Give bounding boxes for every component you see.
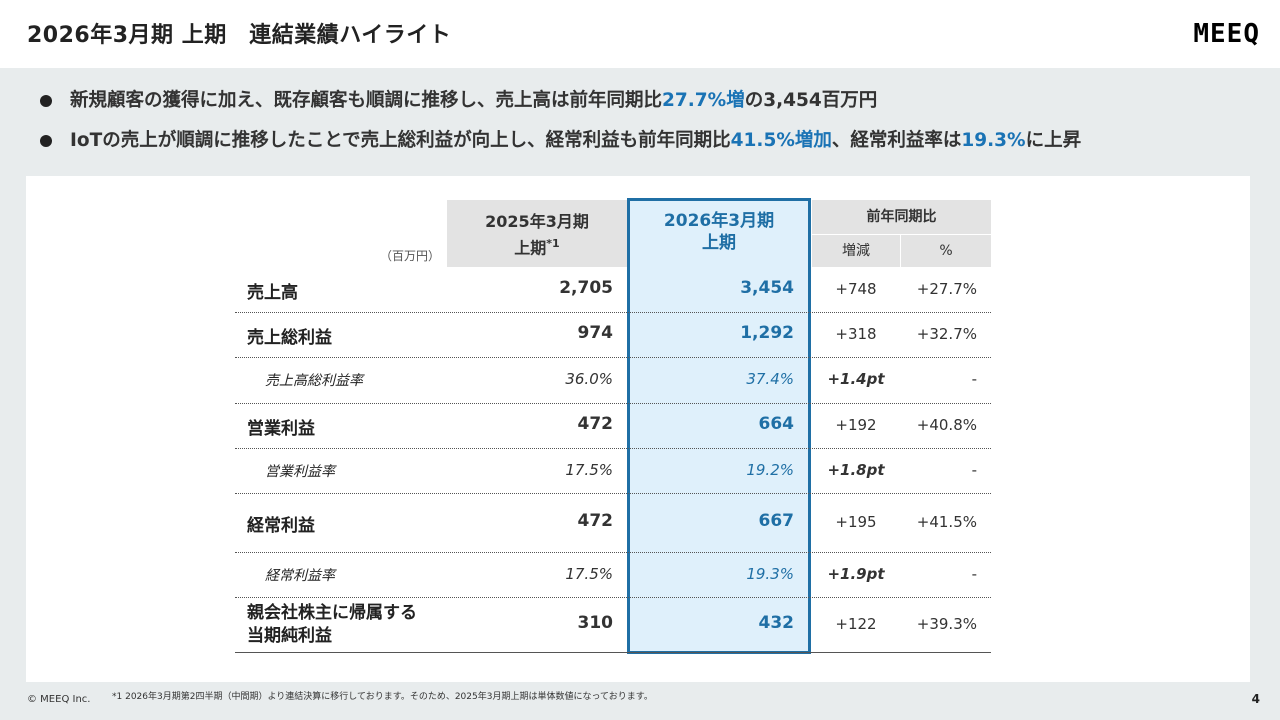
row-label: 営業利益率: [265, 463, 335, 480]
change-value: +192: [835, 415, 877, 434]
row-label: 経常利益: [247, 516, 315, 537]
percent-change-value: +40.8%: [916, 415, 977, 434]
prior-period-value: 310: [577, 613, 614, 634]
footnote: *1 2026年3月期第2四半期（中間期）より連結決算に移行しております。そのた…: [112, 692, 653, 702]
change-value: +748: [835, 279, 877, 298]
prior-period-value: 17.5%: [565, 564, 613, 583]
prior-period-value: 472: [577, 511, 614, 532]
row-label: 経常利益率: [265, 567, 335, 584]
current-period-value: 3,454: [740, 278, 794, 299]
table-row: 経常利益率 17.5% 19.3% +1.9pt -: [235, 553, 991, 598]
bullet-dot-icon: [40, 135, 52, 147]
table-row: 売上高 2,705 3,454 +748 +27.7%: [235, 268, 991, 313]
current-period-value: 664: [758, 414, 795, 435]
current-period-value: 19.2%: [746, 460, 794, 479]
prior-period-header: 2025年3月期 上期*1: [447, 200, 627, 267]
bullet-text: 新規顧客の獲得に加え、既存顧客も順調に推移し、売上高は前年同期比: [70, 90, 663, 111]
bullet-highlight: 41.5%増加: [730, 130, 832, 151]
slide-title: 2026年3月期 上期 連結業績ハイライト: [27, 23, 452, 48]
current-period-value: 667: [758, 511, 795, 532]
table-row: 売上総利益 974 1,292 +318 +32.7%: [235, 313, 991, 358]
current-period-value: 432: [758, 613, 795, 634]
percent-change-value: +41.5%: [916, 512, 977, 531]
row-label: 営業利益: [247, 419, 315, 440]
prior-period-value: 472: [577, 414, 614, 435]
percent-change-value: +39.3%: [916, 614, 977, 633]
highlight-bullets: 新規顧客の獲得に加え、既存顧客も順調に推移し、売上高は前年同期比27.7%増の3…: [40, 86, 1260, 166]
table-row: 営業利益 472 664 +192 +40.8%: [235, 404, 991, 449]
percent-change-value: -: [971, 460, 977, 479]
row-label: 親会社株主に帰属する 当期純利益: [247, 602, 417, 648]
bullet-text: 、経常利益率は: [831, 130, 962, 151]
prior-period-header-line1: 2025年3月期: [485, 212, 589, 231]
percent-change-value: +27.7%: [916, 279, 977, 298]
prior-period-value: 17.5%: [565, 460, 613, 479]
unit-label: （百万円）: [380, 249, 441, 263]
page-number: 4: [1251, 692, 1260, 706]
bullet-dot-icon: [40, 95, 52, 107]
table-row: 売上高総利益率 36.0% 37.4% +1.4pt -: [235, 358, 991, 404]
bullet-item: 新規顧客の獲得に加え、既存顧客も順調に推移し、売上高は前年同期比27.7%増の3…: [40, 86, 1260, 126]
percent-change-value: +32.7%: [916, 324, 977, 343]
current-period-header-line1: 2026年3月期: [663, 211, 775, 231]
copyright: © MEEQ Inc.: [27, 694, 91, 705]
current-period-value: 1,292: [740, 323, 794, 344]
bullet-text: の3,454百万円: [744, 90, 878, 111]
change-value: +1.4pt: [827, 370, 885, 389]
bullet-text: IoTの売上が順調に推移したことで売上総利益が向上し、経常利益も前年同期比: [70, 130, 731, 151]
row-label: 売上総利益: [247, 328, 332, 349]
bullet-highlight: 27.7%増: [662, 90, 745, 111]
change-value: +1.9pt: [827, 564, 885, 583]
yoy-header: 前年同期比: [812, 200, 991, 234]
prior-period-value: 2,705: [559, 278, 613, 299]
prior-period-value: 974: [577, 323, 614, 344]
change-value: +122: [835, 614, 877, 633]
current-period-value: 19.3%: [746, 564, 794, 583]
company-logo: MEEQ: [1193, 19, 1260, 49]
percent-change-value: -: [971, 564, 977, 583]
bullet-highlight: 19.3%: [961, 130, 1026, 151]
table-row: 経常利益 472 667 +195 +41.5%: [235, 494, 991, 553]
row-label-line1: 親会社株主に帰属する: [247, 602, 417, 623]
row-label: 売上高: [247, 283, 298, 304]
change-value: +318: [835, 324, 877, 343]
bullet-text: に上昇: [1025, 130, 1082, 151]
row-label-line2: 当期純利益: [247, 625, 332, 646]
prior-period-header-line2: 上期*1: [514, 237, 560, 258]
current-period-column-highlight: [627, 198, 811, 654]
current-period-header: 2026年3月期 上期: [630, 210, 808, 254]
table-row: 営業利益率 17.5% 19.2% +1.8pt -: [235, 449, 991, 494]
table-row: 親会社株主に帰属する 当期純利益 310 432 +122 +39.3%: [235, 598, 991, 653]
bullet-item: IoTの売上が順調に推移したことで売上総利益が向上し、経常利益も前年同期比41.…: [40, 126, 1260, 166]
slide-header: 2026年3月期 上期 連結業績ハイライト MEEQ: [0, 0, 1280, 68]
percent-header: %: [901, 235, 991, 267]
prior-period-value: 36.0%: [565, 370, 613, 389]
change-header: 増減: [812, 235, 900, 267]
current-period-header-line2: 上期: [702, 233, 736, 253]
percent-change-value: -: [971, 370, 977, 389]
change-value: +195: [835, 512, 877, 531]
current-period-value: 37.4%: [746, 370, 794, 389]
footnote-marker: *1: [546, 237, 560, 250]
row-label: 売上高総利益率: [265, 373, 363, 390]
change-value: +1.8pt: [827, 460, 885, 479]
